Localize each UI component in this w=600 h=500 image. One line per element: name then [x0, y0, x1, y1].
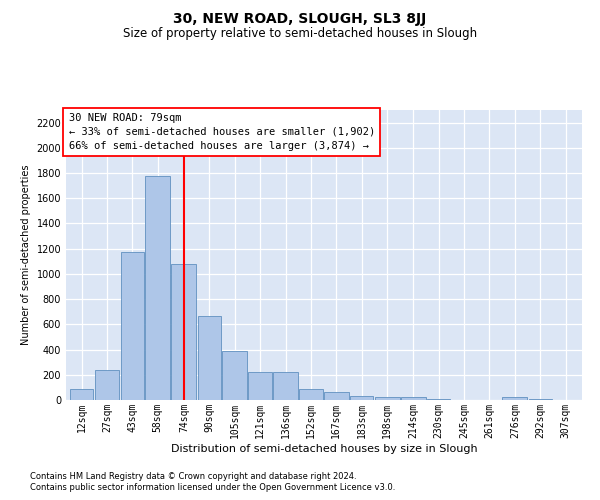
X-axis label: Distribution of semi-detached houses by size in Slough: Distribution of semi-detached houses by …: [170, 444, 478, 454]
Bar: [198, 316, 221, 400]
Bar: [248, 372, 272, 400]
Bar: [299, 388, 323, 400]
Text: Size of property relative to semi-detached houses in Slough: Size of property relative to semi-detach…: [123, 28, 477, 40]
Bar: [273, 372, 298, 400]
Text: Contains HM Land Registry data © Crown copyright and database right 2024.: Contains HM Land Registry data © Crown c…: [30, 472, 356, 481]
Bar: [350, 396, 373, 400]
Bar: [502, 398, 527, 400]
Bar: [324, 392, 349, 400]
Bar: [222, 351, 247, 400]
Text: 30 NEW ROAD: 79sqm
← 33% of semi-detached houses are smaller (1,902)
66% of semi: 30 NEW ROAD: 79sqm ← 33% of semi-detache…: [68, 113, 375, 151]
Text: Contains public sector information licensed under the Open Government Licence v3: Contains public sector information licen…: [30, 484, 395, 492]
Y-axis label: Number of semi-detached properties: Number of semi-detached properties: [21, 165, 31, 345]
Bar: [172, 264, 196, 400]
Text: 30, NEW ROAD, SLOUGH, SL3 8JJ: 30, NEW ROAD, SLOUGH, SL3 8JJ: [173, 12, 427, 26]
Bar: [374, 398, 400, 400]
Bar: [95, 370, 119, 400]
Bar: [70, 388, 93, 400]
Bar: [121, 252, 144, 400]
Bar: [145, 176, 170, 400]
Bar: [401, 398, 426, 400]
